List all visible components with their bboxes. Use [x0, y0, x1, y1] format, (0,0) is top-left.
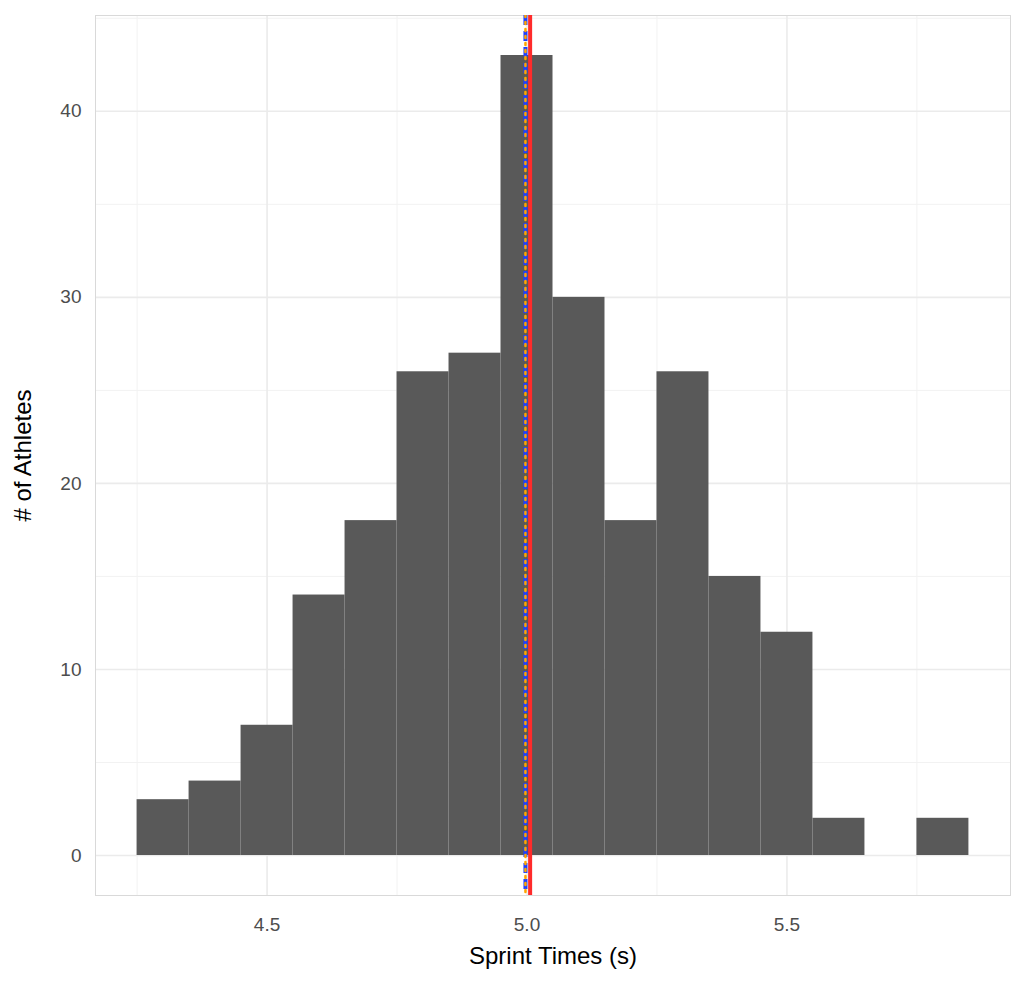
svg-text:5.0: 5.0 — [514, 914, 540, 935]
svg-text:4.5: 4.5 — [254, 914, 280, 935]
svg-text:# of Athletes: # of Athletes — [9, 389, 36, 521]
svg-text:20: 20 — [60, 472, 81, 493]
svg-text:5.5: 5.5 — [774, 914, 800, 935]
svg-text:40: 40 — [60, 100, 81, 121]
svg-text:0: 0 — [71, 845, 82, 866]
svg-text:30: 30 — [60, 286, 81, 307]
svg-text:10: 10 — [60, 659, 81, 680]
svg-text:Sprint Times (s): Sprint Times (s) — [469, 942, 637, 969]
